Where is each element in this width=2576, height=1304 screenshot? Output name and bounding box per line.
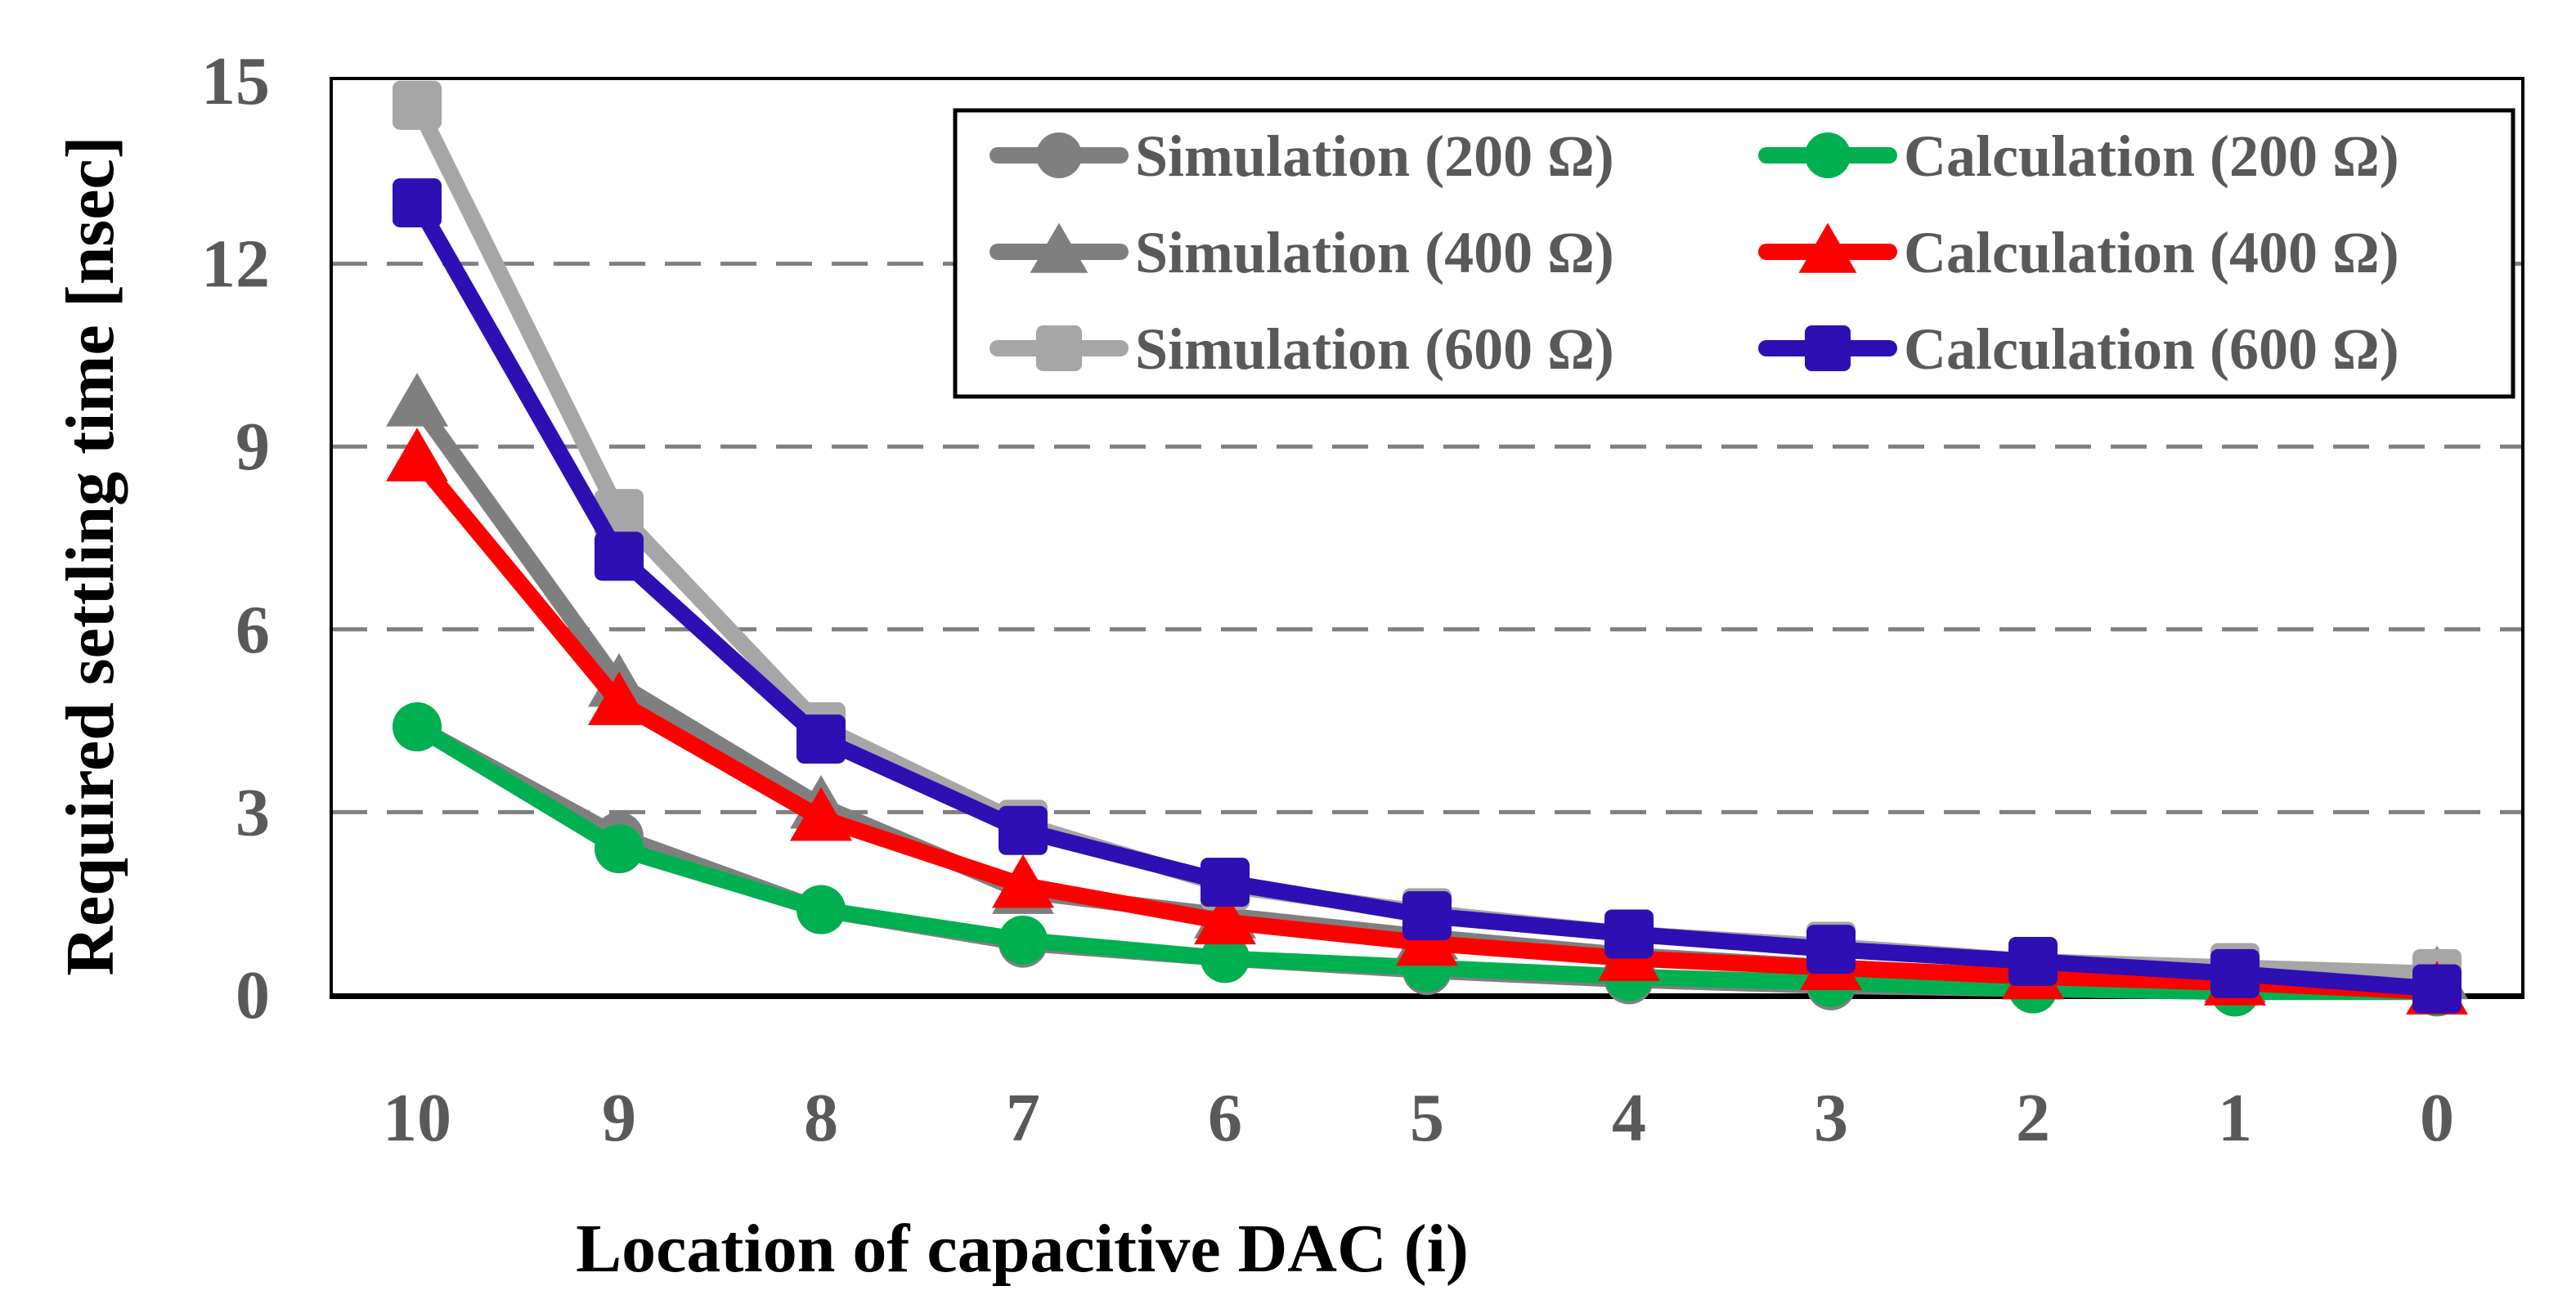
legend-entry-5: Calculation (600 Ω) (1758, 316, 2399, 382)
legend-entry-2: Simulation (600 Ω) (990, 316, 1614, 382)
series-5-point-0 (2412, 964, 2462, 1014)
legend-entry-3: Calculation (200 Ω) (1758, 123, 2399, 189)
series-4-point-10 (386, 428, 448, 482)
y-axis-title: Required settling time [nsec] (52, 136, 128, 975)
data-series (386, 80, 2468, 1017)
series-1-point-10 (386, 373, 448, 427)
legend-frame (953, 108, 2515, 399)
series-4-point-9 (588, 671, 650, 725)
x-tick-label-7: 7 (1006, 1080, 1040, 1156)
series-5-point-6 (1200, 858, 1250, 907)
x-tick-label-8: 8 (804, 1080, 838, 1156)
legend-label-5: Calculation (600 Ω) (1904, 316, 2399, 382)
x-tick-label-5: 5 (1410, 1080, 1444, 1156)
legend-entry-0: Simulation (200 Ω) (990, 123, 1614, 189)
x-axis-title: Location of capacitive DAC (i) (576, 1211, 1469, 1287)
series-4-point-6 (1194, 890, 1256, 945)
legend-marker-1 (1030, 222, 1088, 273)
legend-label-3: Calculation (200 Ω) (1904, 123, 2399, 189)
plot-area-frame (330, 77, 2524, 999)
legend-marker-5 (1805, 325, 1851, 371)
y-tick-label-0: 0 (236, 957, 270, 1033)
series-5 (393, 178, 2462, 1014)
legend-marker-4 (1798, 222, 1857, 273)
legend-entry-1: Simulation (400 Ω) (990, 220, 1614, 285)
legend-marker-0 (1036, 132, 1082, 178)
y-axis-tick-labels: 0 3 6 9 12 15 (201, 43, 270, 1033)
x-tick-label-10: 10 (383, 1080, 451, 1156)
series-5-point-9 (595, 531, 644, 581)
x-tick-label-9: 9 (602, 1080, 636, 1156)
x-tick-label-4: 4 (1612, 1080, 1646, 1156)
x-tick-label-6: 6 (1208, 1080, 1242, 1156)
series-4-point-8 (790, 786, 852, 841)
series-5-point-1 (2210, 948, 2260, 998)
series-3-point-9 (595, 824, 644, 874)
legend-label-0: Simulation (200 Ω) (1135, 123, 1614, 189)
series-3-point-8 (797, 885, 846, 934)
series-4-point-7 (992, 854, 1054, 908)
x-tick-label-2: 2 (2016, 1080, 2050, 1156)
y-tick-label-15: 15 (201, 43, 270, 119)
series-5-point-5 (1402, 891, 1452, 941)
series-5-point-2 (2008, 937, 2058, 987)
series-3-point-10 (393, 702, 442, 752)
legend-label-2: Simulation (600 Ω) (1135, 316, 1614, 382)
legend: Simulation (200 Ω) Simulation (400 Ω) Simu… (953, 108, 2515, 399)
legend-entry-4: Calculation (400 Ω) (1758, 220, 2399, 285)
legend-label-4: Calculation (400 Ω) (1904, 220, 2399, 285)
x-tick-label-3: 3 (1814, 1080, 1848, 1156)
series-5-point-7 (999, 805, 1048, 855)
y-tick-label-9: 9 (236, 409, 270, 485)
y-tick-label-6: 6 (236, 592, 270, 668)
series-5-point-4 (1604, 909, 1654, 959)
series-3-point-7 (999, 915, 1048, 965)
legend-entries: Simulation (200 Ω) Simulation (400 Ω) Simu… (990, 123, 2399, 382)
legend-marker-2 (1036, 325, 1082, 371)
legend-label-1: Simulation (400 Ω) (1135, 220, 1614, 285)
y-tick-label-12: 12 (201, 226, 270, 302)
series-5-point-10 (393, 178, 442, 228)
x-axis-tick-labels: 10 9 8 7 6 5 4 3 2 1 0 (383, 1080, 2454, 1156)
x-tick-label-0: 0 (2420, 1080, 2454, 1156)
y-tick-label-3: 3 (236, 774, 270, 850)
series-5-point-3 (1806, 925, 1856, 975)
x-tick-label-1: 1 (2218, 1080, 2252, 1156)
series-5-point-8 (797, 714, 846, 764)
series-2-point-10 (393, 80, 442, 130)
legend-marker-3 (1805, 132, 1851, 178)
series-3-point-6 (1200, 934, 1250, 984)
